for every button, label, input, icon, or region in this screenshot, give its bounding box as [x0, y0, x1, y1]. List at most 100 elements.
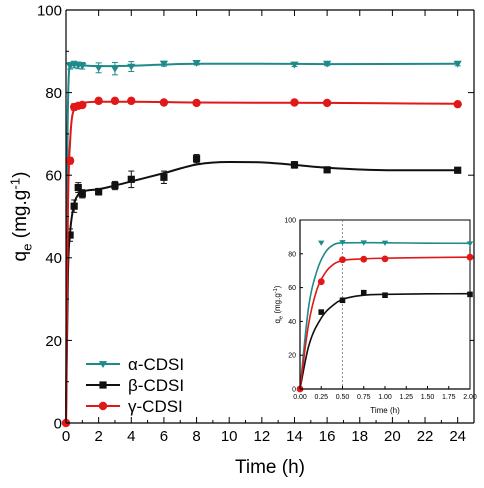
data-point — [290, 161, 299, 169]
data-point — [381, 255, 389, 263]
series-curve — [299, 241, 471, 390]
y-axis-label: qe (mg.g-1) — [273, 285, 284, 323]
legend-label: β-CDSI — [128, 376, 184, 395]
y-label-close: ) — [10, 172, 31, 178]
y-tick-label: 80 — [288, 251, 296, 258]
y-tick-label: 40 — [45, 250, 62, 267]
y-label-sup: -1 — [273, 288, 279, 293]
legend-label: α-CDSI — [128, 355, 184, 374]
data-point — [466, 253, 474, 261]
data-point — [317, 278, 325, 286]
data-point — [360, 255, 368, 263]
x-tick-label: 8 — [192, 428, 200, 445]
legend-marker — [98, 401, 108, 411]
data-point — [94, 64, 103, 72]
x-tick-label: 24 — [449, 428, 466, 445]
data-point — [192, 59, 201, 67]
data-point — [66, 231, 74, 239]
data-point — [95, 188, 103, 196]
data-point — [453, 60, 462, 68]
x-tick-label: 1.75 — [442, 394, 456, 401]
x-tick-label: 1.00 — [378, 394, 392, 401]
series-1 — [299, 289, 473, 390]
data-point — [111, 181, 119, 190]
data-point — [381, 240, 389, 246]
y-tick-label: 60 — [288, 285, 296, 292]
legend-entry-2: γ-CDSI — [86, 397, 183, 416]
data-point — [78, 62, 87, 70]
data-point — [290, 61, 299, 69]
x-tick-label: 18 — [351, 428, 368, 445]
data-point — [290, 98, 299, 107]
x-axis-label: Time (h) — [235, 457, 305, 478]
x-tick-label: 0.00 — [293, 394, 307, 401]
data-point — [110, 96, 120, 106]
data-point — [318, 309, 325, 315]
x-tick-label: 0 — [62, 428, 70, 445]
data-point — [322, 60, 332, 68]
y-tick-label: 60 — [45, 168, 62, 185]
data-point — [339, 297, 346, 304]
data-point — [78, 190, 86, 198]
x-tick-label: 2.00 — [463, 394, 477, 401]
legend: α-CDSI β-CDSI γ-CDSI — [86, 355, 184, 416]
y-tick-label: 0 — [54, 415, 62, 432]
legend-label: γ-CDSI — [128, 397, 183, 416]
x-tick-label: 1.50 — [421, 394, 435, 401]
y-tick-label: 80 — [45, 85, 62, 102]
y-tick-label: 20 — [288, 353, 296, 360]
data-point — [65, 156, 75, 165]
data-point — [94, 96, 103, 106]
data-point — [192, 155, 201, 163]
x-tick-label: 2 — [94, 428, 102, 445]
y-label-unit: (mg.g — [10, 190, 31, 244]
x-tick-label: 0.75 — [357, 394, 371, 401]
data-point — [160, 173, 168, 181]
y-tick-label: 100 — [37, 2, 62, 19]
y-tick-label: 20 — [45, 333, 62, 350]
data-point — [382, 292, 388, 299]
data-point — [467, 291, 473, 298]
legend-marker — [98, 361, 108, 368]
x-tick-label: 14 — [286, 428, 303, 445]
y-tick-label: 40 — [288, 319, 296, 326]
series-curve — [299, 256, 471, 390]
y-label-close: ) — [273, 285, 282, 288]
data-point — [159, 98, 169, 107]
data-point — [360, 289, 367, 296]
x-tick-label: 12 — [253, 428, 270, 445]
y-tick-label: 0 — [292, 387, 296, 394]
x-tick-label: 0.50 — [336, 394, 350, 401]
data-point — [70, 202, 78, 210]
x-tick-label: 0.25 — [314, 394, 328, 401]
x-axis-label: Time (h) — [370, 406, 400, 415]
x-tick-label: 10 — [221, 428, 238, 445]
x-tick-label: 1.25 — [399, 394, 413, 401]
data-point — [110, 65, 120, 73]
y-label-unit: (mg.g — [273, 293, 282, 316]
data-point — [127, 175, 135, 183]
data-point — [339, 240, 346, 246]
y-label-q: q — [10, 251, 31, 262]
data-point — [322, 98, 332, 108]
data-point — [78, 100, 87, 110]
data-point — [323, 166, 331, 174]
data-point — [453, 99, 462, 109]
y-axis-label: qe (mg.g-1) — [7, 172, 34, 262]
data-point — [454, 166, 462, 174]
data-point — [127, 96, 136, 106]
x-tick-label: 6 — [160, 428, 168, 445]
data-point — [159, 60, 169, 68]
x-tick-label: 4 — [127, 428, 135, 445]
series-1 — [65, 154, 462, 424]
y-label-sup: -1 — [7, 178, 22, 190]
data-point — [74, 183, 82, 192]
data-point — [318, 240, 325, 246]
x-tick-label: 20 — [384, 428, 401, 445]
y-tick-label: 100 — [284, 218, 296, 225]
y-label-sub: e — [20, 244, 35, 251]
data-point — [192, 98, 201, 108]
